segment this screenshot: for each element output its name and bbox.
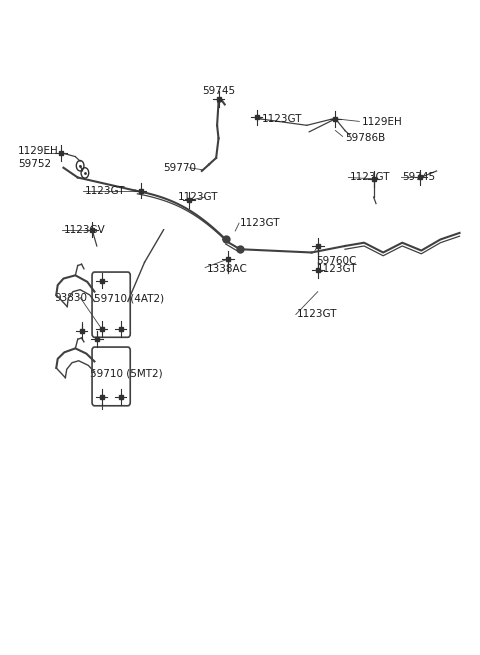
Text: 1129EH: 1129EH bbox=[362, 117, 402, 127]
Text: 59752: 59752 bbox=[18, 159, 51, 170]
Text: 1129EH: 1129EH bbox=[18, 147, 59, 157]
Text: 59710 (4AT2): 59710 (4AT2) bbox=[95, 293, 165, 303]
Text: 1123GT: 1123GT bbox=[316, 264, 357, 274]
Text: 59745: 59745 bbox=[202, 86, 235, 96]
Text: 59770: 59770 bbox=[164, 162, 197, 173]
Text: 59760C: 59760C bbox=[316, 255, 357, 266]
Text: 1123GT: 1123GT bbox=[240, 218, 280, 228]
Text: 59745: 59745 bbox=[402, 172, 435, 183]
Text: 1123GT: 1123GT bbox=[350, 172, 390, 183]
Text: 1123GT: 1123GT bbox=[297, 309, 338, 320]
Text: 93830: 93830 bbox=[54, 293, 87, 303]
Text: 59710 (5MT2): 59710 (5MT2) bbox=[90, 368, 162, 378]
Text: 1123GT: 1123GT bbox=[262, 114, 302, 124]
Text: 1123GT: 1123GT bbox=[85, 185, 125, 196]
Text: 1123GT: 1123GT bbox=[178, 192, 218, 202]
Text: 1123GV: 1123GV bbox=[63, 225, 105, 234]
Text: 59786B: 59786B bbox=[345, 134, 385, 143]
Text: 1338AC: 1338AC bbox=[206, 264, 248, 274]
